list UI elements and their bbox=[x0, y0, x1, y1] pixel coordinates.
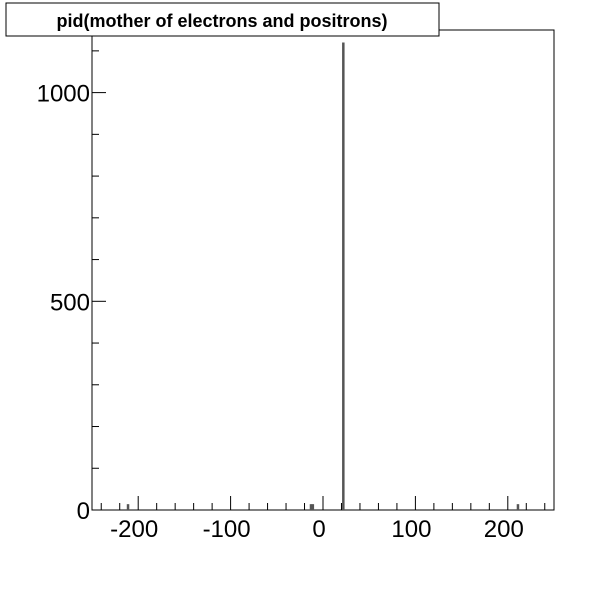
axis-ticks bbox=[92, 50, 546, 511]
histogram-bars bbox=[126, 42, 520, 510]
x-tick-label: 200 bbox=[484, 516, 524, 543]
tick-labels: -200 -100 0 100 200 0 500 1000 bbox=[37, 81, 524, 543]
plot-area-border bbox=[91, 29, 555, 511]
x-tick-label: 0 bbox=[312, 516, 325, 543]
chart-title-box: pid(mother of electrons and positrons) bbox=[5, 2, 440, 37]
plot-frame bbox=[91, 29, 555, 511]
chart-title: pid(mother of electrons and positrons) bbox=[56, 11, 387, 31]
y-tick-label: 0 bbox=[77, 498, 90, 525]
x-tick-label: -200 bbox=[110, 516, 158, 543]
y-tick-label: 1000 bbox=[37, 81, 90, 108]
y-tick-label: 500 bbox=[50, 289, 90, 316]
x-tick-label: 100 bbox=[391, 516, 431, 543]
title-box bbox=[5, 2, 440, 37]
x-tick-label: -100 bbox=[203, 516, 251, 543]
